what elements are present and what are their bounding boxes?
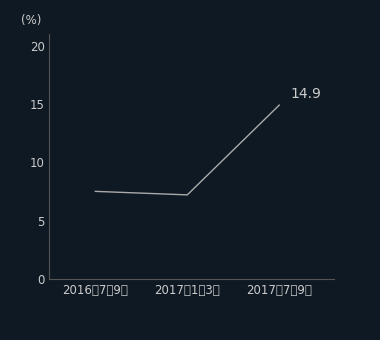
Text: 14.9: 14.9 <box>290 87 321 101</box>
Text: (%): (%) <box>21 14 41 27</box>
